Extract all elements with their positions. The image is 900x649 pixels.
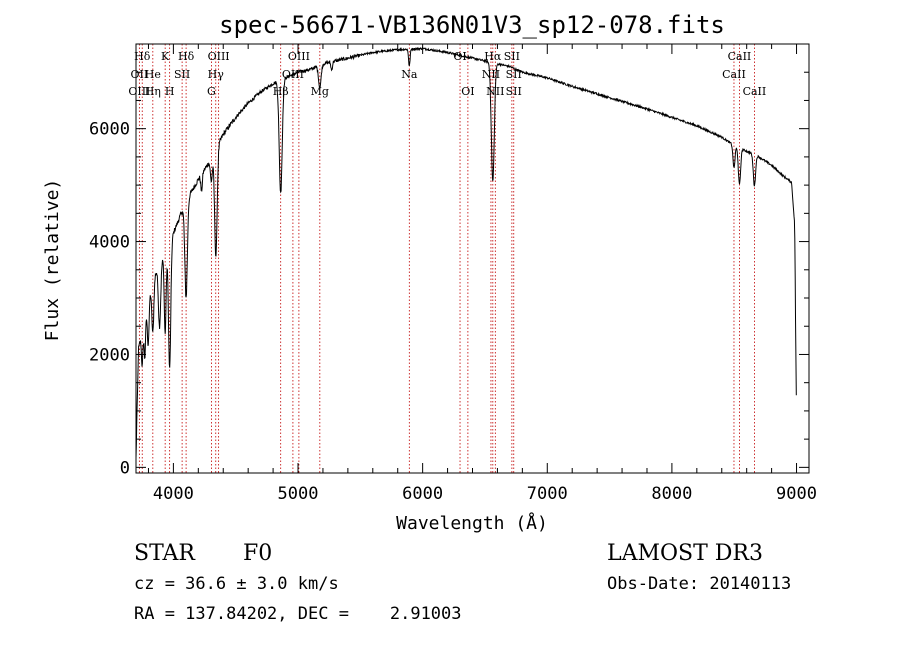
marker-label: CaII bbox=[722, 68, 746, 81]
axis-tick-labels: 4000 5000 6000 7000 8000 9000 0 2000 4000 6000 bbox=[89, 120, 817, 504]
marker-label: NII bbox=[482, 68, 500, 81]
marker-label: CaII bbox=[728, 50, 752, 63]
axis-ticks bbox=[136, 44, 809, 473]
marker-label: SII bbox=[506, 85, 522, 98]
marker-label: OIII bbox=[288, 50, 310, 63]
flux-series-line bbox=[135, 46, 797, 459]
marker-label: G bbox=[207, 85, 216, 98]
marker-label: H bbox=[165, 85, 175, 98]
marker-label: SII bbox=[504, 50, 520, 63]
x-tick-label: 5000 bbox=[278, 484, 319, 504]
marker-label: Hδ bbox=[134, 50, 151, 63]
marker-label: Na bbox=[401, 68, 418, 81]
redshift-value: cz = 36.6 ± 3.0 km/s bbox=[134, 574, 339, 594]
marker-label: Hη bbox=[145, 85, 161, 98]
marker-label: Hβ bbox=[273, 85, 289, 98]
survey-name: LAMOST DR3 bbox=[607, 541, 763, 566]
y-tick-label: 0 bbox=[120, 458, 130, 478]
marker-label: Hγ bbox=[208, 68, 225, 81]
x-axis-label: Wavelength (Å) bbox=[396, 512, 548, 534]
coordinates: RA = 137.84202, DEC = 2.91003 bbox=[134, 604, 462, 624]
y-tick-label: 2000 bbox=[89, 345, 130, 365]
marker-label: SII bbox=[174, 68, 190, 81]
marker-label: He bbox=[145, 68, 161, 81]
x-tick-label: 4000 bbox=[153, 484, 194, 504]
marker-label: OIII bbox=[128, 85, 150, 98]
object-class: STAR bbox=[134, 541, 196, 566]
marker-label: OII bbox=[131, 68, 149, 81]
marker-label: OI bbox=[461, 85, 474, 98]
line-markers bbox=[138, 44, 755, 473]
x-tick-label: 6000 bbox=[402, 484, 443, 504]
x-tick-label: 9000 bbox=[776, 484, 817, 504]
y-tick-label: 6000 bbox=[89, 120, 130, 140]
marker-label: CaII bbox=[743, 85, 767, 98]
spectral-subclass: F0 bbox=[243, 541, 272, 566]
marker-label: Hδ bbox=[178, 50, 195, 63]
y-axis-label: Flux (relative) bbox=[42, 179, 63, 342]
x-tick-label: 8000 bbox=[651, 484, 692, 504]
plot-frame bbox=[135, 43, 810, 474]
y-tick-label: 4000 bbox=[89, 233, 130, 253]
marker-label: K bbox=[161, 50, 170, 63]
chart-title: spec-56671-VB136N01V3_sp12-078.fits bbox=[219, 11, 725, 39]
x-tick-label: 7000 bbox=[527, 484, 568, 504]
marker-label: Hα bbox=[484, 50, 502, 63]
marker-label: OIII bbox=[208, 50, 230, 63]
marker-label: Mg bbox=[311, 85, 329, 98]
obs-date: Obs-Date: 20140113 bbox=[607, 574, 791, 594]
